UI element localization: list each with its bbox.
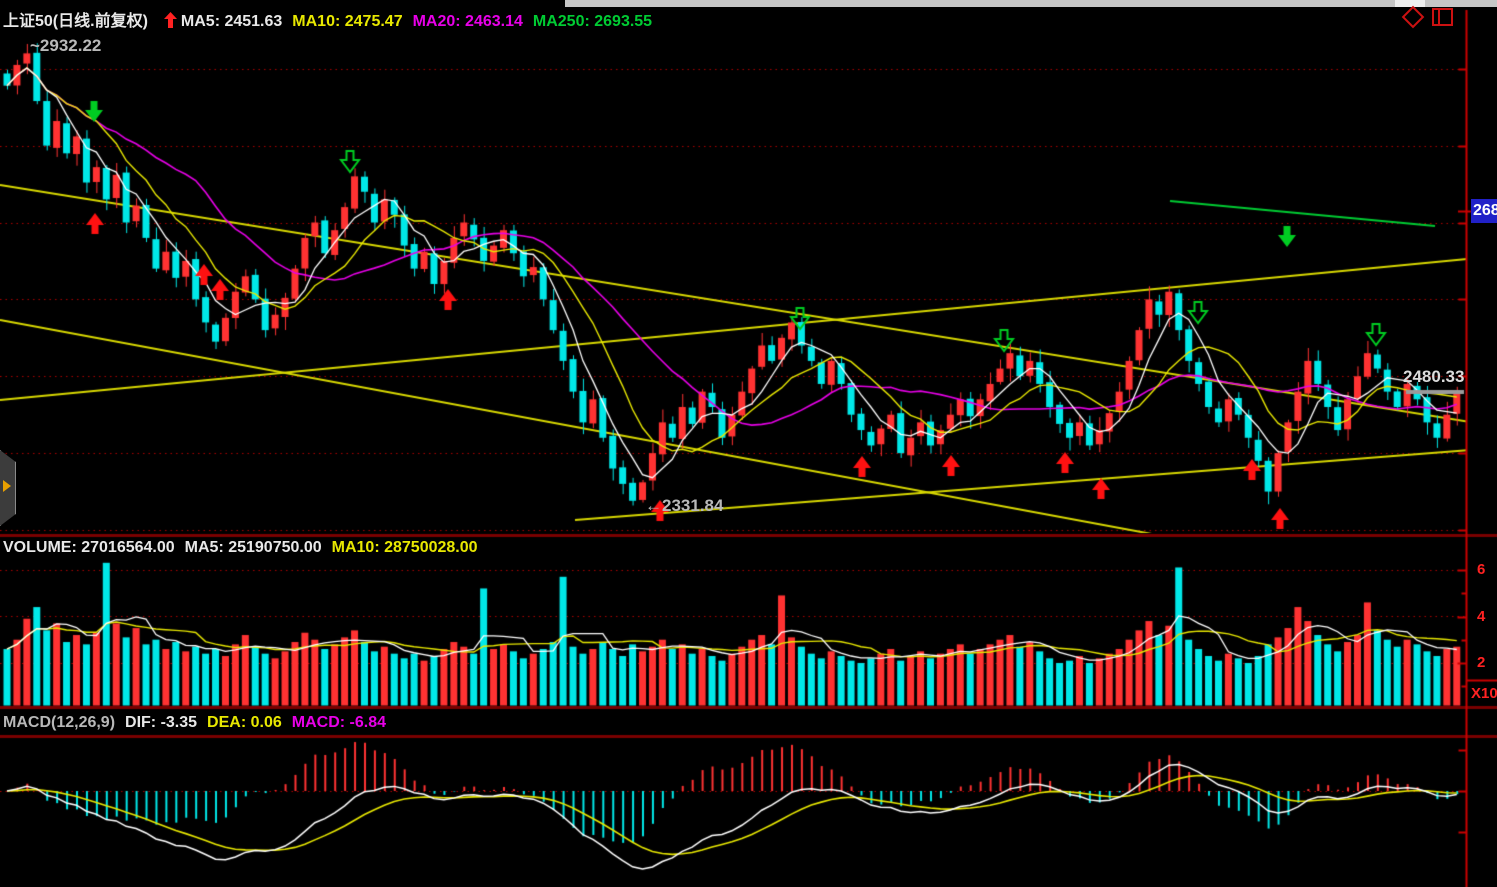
volume-axis-label-4: 4 — [1477, 608, 1486, 625]
symbol-title: 上证50(日线.前复权) — [3, 13, 148, 30]
macd-value: MACD: -6.84 — [291, 714, 386, 731]
volume-ma5-value: MA5: 25190750.00 — [184, 539, 322, 556]
split-window-icon[interactable] — [1432, 8, 1453, 26]
macd-name: MACD(12,26,9) — [3, 714, 116, 731]
volume-axis-label-6: 6 — [1477, 561, 1486, 578]
dif-value: DIF: -3.35 — [125, 714, 198, 731]
high-price-annotation: ~2932.22 — [30, 36, 102, 55]
ma10-value: MA10: 2475.47 — [292, 13, 403, 30]
price-pane-header: 上证50(日线.前复权) MA5: 2451.63 MA10: 2475.47 MA2… — [3, 7, 662, 31]
window-top-edge — [565, 0, 1497, 7]
volume-pane-header: VOLUME: 27016564.00 MA5: 25190750.00 MA10:… — [3, 539, 488, 557]
volume-unit-label: X10 — [1471, 685, 1497, 702]
volume-axis-label-2: 2 — [1477, 654, 1486, 671]
macd-pane-header: MACD(12,26,9) DIF: -3.35 DEA: 0.06 MACD: -6… — [3, 714, 396, 732]
ma5-value: MA5: 2451.63 — [180, 13, 283, 30]
dea-value: DEA: 0.06 — [207, 714, 282, 731]
ma250-value: MA250: 2693.55 — [532, 13, 653, 30]
ma250-axis-badge: 268 — [1471, 199, 1497, 223]
sidebar-flyout-handle[interactable] — [0, 450, 16, 526]
expand-right-icon — [3, 480, 11, 492]
last-price-label: 2480.33 — [1403, 367, 1465, 386]
volume-value: VOLUME: 27016564.00 — [3, 539, 175, 556]
volume-ma10-value: MA10: 28750028.00 — [331, 539, 478, 556]
ma20-value: MA20: 2463.14 — [412, 13, 523, 30]
up-arrow-icon — [163, 12, 177, 28]
low-price-annotation: ←2331.84 — [645, 496, 724, 515]
